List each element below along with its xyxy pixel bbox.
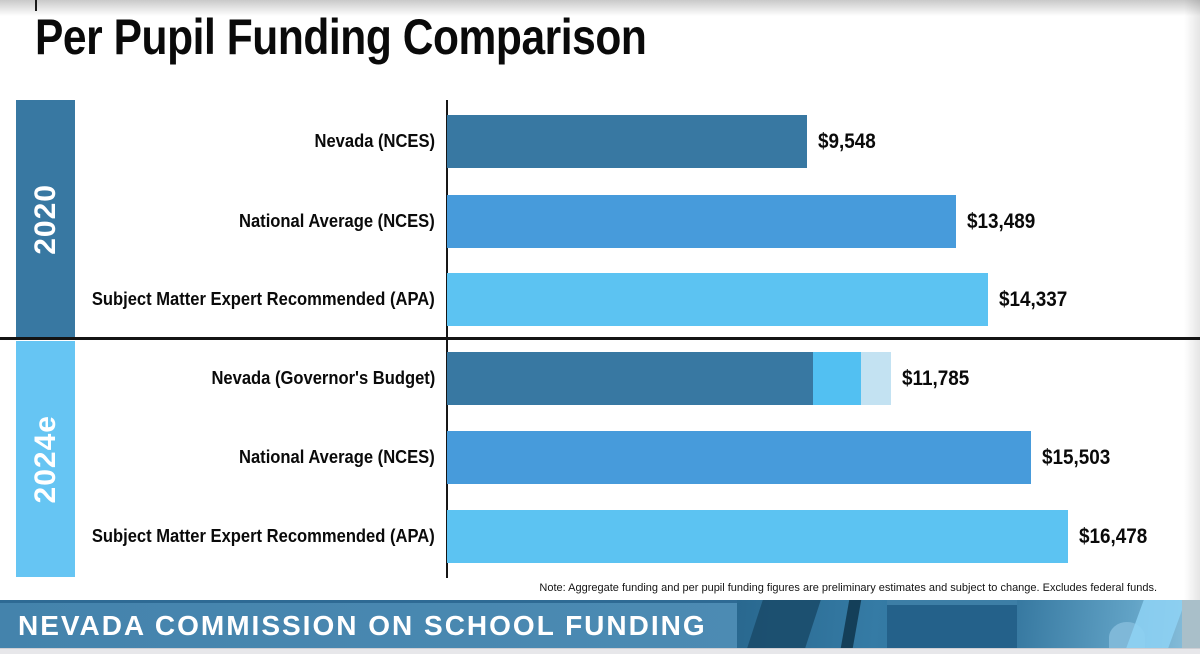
- value-label: $13,489: [967, 210, 1036, 233]
- value-label: $16,478: [1079, 525, 1148, 548]
- machinery-shape: [1182, 600, 1200, 648]
- bar: [447, 431, 1031, 484]
- category-label: National Average (NCES): [239, 211, 435, 231]
- bar: [447, 115, 807, 168]
- footer-title: NEVADA COMMISSION ON SCHOOL FUNDING: [18, 610, 707, 641]
- category-label: Nevada (Governor's Budget): [211, 368, 435, 388]
- bottom-strip: [0, 648, 1200, 654]
- machinery-shape: [840, 600, 862, 648]
- machinery-shape: [747, 600, 821, 648]
- machinery-shape: [887, 600, 1017, 648]
- group-label-2020: 2020: [28, 183, 62, 255]
- value-label: $14,337: [999, 288, 1068, 311]
- group-label-2024: 2024e: [28, 414, 62, 504]
- footer-banner: NEVADA COMMISSION ON SCHOOL FUNDING: [0, 600, 1200, 648]
- right-edge-shade: [1184, 0, 1200, 600]
- value-label: $9,548: [818, 130, 876, 153]
- bar: [447, 510, 1068, 563]
- category-label: Subject Matter Expert Recommended (APA): [92, 526, 435, 546]
- corner-tick-mark: [35, 0, 37, 11]
- bar: [447, 273, 988, 326]
- bar: [447, 195, 956, 248]
- group-divider-line: [0, 337, 1200, 340]
- page-title: Per Pupil Funding Comparison: [35, 9, 647, 65]
- light-diagonal-shape: [1126, 600, 1186, 648]
- footnote: Note: Aggregate funding and per pupil fu…: [539, 582, 1157, 594]
- bar-segment: [447, 352, 813, 405]
- footer-photo: [737, 600, 1200, 648]
- category-label: Nevada (NCES): [314, 131, 435, 151]
- group-band-2020: 2020: [16, 100, 75, 338]
- value-label: $11,785: [902, 367, 970, 390]
- bar-segment: [861, 352, 891, 405]
- bar-segment: [813, 352, 861, 405]
- value-label: $15,503: [1042, 446, 1111, 469]
- bar: [447, 352, 891, 405]
- group-band-2024: 2024e: [16, 341, 75, 577]
- category-label: National Average (NCES): [239, 447, 435, 467]
- category-label: Subject Matter Expert Recommended (APA): [92, 289, 435, 309]
